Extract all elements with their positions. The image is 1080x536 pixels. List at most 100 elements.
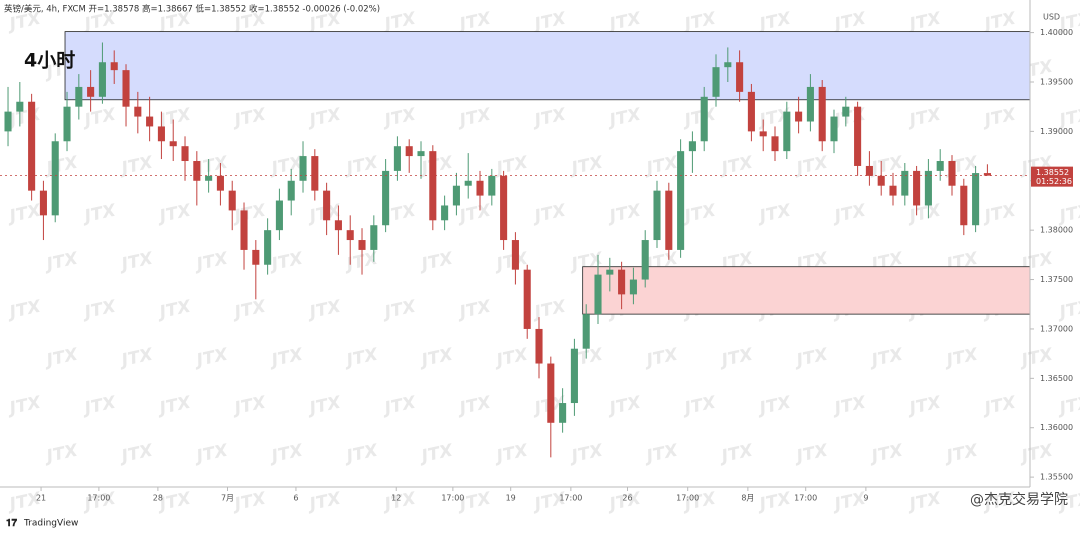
candle-body bbox=[75, 86, 83, 107]
candle-body bbox=[901, 170, 909, 196]
candle-body bbox=[216, 175, 224, 191]
x-tick-label: 19 bbox=[506, 494, 516, 503]
candle-body bbox=[523, 269, 531, 329]
candle-body bbox=[370, 225, 378, 250]
candle-body bbox=[157, 126, 165, 142]
candle-body bbox=[983, 173, 991, 176]
candle-body bbox=[854, 106, 862, 166]
candle-body bbox=[275, 200, 283, 231]
candle-body bbox=[960, 185, 968, 226]
last-price-box bbox=[1031, 166, 1073, 187]
candle-body bbox=[393, 146, 401, 171]
timeframe-label: 4小时 bbox=[24, 50, 75, 72]
y-tick-label: 1.38000 bbox=[1040, 226, 1073, 235]
candle-body bbox=[972, 173, 980, 226]
candle-body bbox=[146, 116, 154, 127]
candle-body bbox=[570, 348, 578, 404]
x-tick-label: 17:00 bbox=[676, 494, 699, 503]
candle-body bbox=[665, 190, 673, 250]
candle-body bbox=[889, 185, 897, 196]
candle-body bbox=[358, 240, 366, 250]
candle-body bbox=[16, 101, 24, 112]
candle-body bbox=[240, 210, 248, 250]
x-tick-label: 17:00 bbox=[441, 494, 464, 503]
currency-label: USD bbox=[1043, 13, 1060, 22]
candle-body bbox=[724, 62, 732, 68]
candle-body bbox=[134, 106, 142, 117]
candle-body bbox=[252, 249, 260, 265]
candle-body bbox=[936, 161, 944, 171]
candle-body bbox=[618, 269, 626, 295]
candle-body bbox=[653, 190, 661, 241]
candle-body bbox=[736, 62, 744, 92]
candle-body bbox=[594, 274, 602, 315]
x-tick-label: 26 bbox=[622, 494, 632, 503]
candle-body bbox=[606, 269, 614, 275]
y-tick-label: 1.37000 bbox=[1040, 324, 1073, 333]
y-tick-label: 1.37500 bbox=[1040, 275, 1073, 284]
x-tick-label: 28 bbox=[153, 494, 163, 503]
x-tick-label: 6 bbox=[293, 494, 298, 503]
x-tick-label: 9 bbox=[863, 494, 868, 503]
y-tick-label: 1.40000 bbox=[1040, 28, 1073, 37]
zones bbox=[64, 31, 1031, 315]
candle-body bbox=[488, 175, 496, 196]
x-tick-label: 17:00 bbox=[559, 494, 582, 503]
candle-body bbox=[830, 116, 838, 142]
candle-body bbox=[818, 86, 826, 142]
y-tick-label: 1.35500 bbox=[1040, 473, 1073, 482]
candle-body bbox=[500, 175, 508, 241]
x-tick-label: 12 bbox=[391, 494, 401, 503]
candle-body bbox=[429, 151, 437, 221]
candle-body bbox=[688, 141, 696, 152]
candle-body bbox=[677, 151, 685, 250]
candle-body bbox=[452, 185, 460, 206]
x-tick-label: 7月 bbox=[221, 494, 234, 503]
brand: 𝟏𝟕 TradingView bbox=[6, 518, 78, 529]
y-tick-label: 1.36500 bbox=[1040, 374, 1073, 383]
candle-body bbox=[877, 175, 885, 186]
candle-body bbox=[382, 170, 390, 226]
zone bbox=[582, 266, 1031, 315]
candle-body bbox=[311, 156, 319, 191]
candle-body bbox=[476, 180, 484, 196]
candle-body bbox=[4, 111, 12, 132]
candle-body bbox=[51, 141, 59, 216]
candle-body bbox=[842, 106, 850, 117]
candle-body bbox=[39, 190, 47, 216]
candle-body bbox=[28, 101, 36, 191]
candle-body bbox=[405, 146, 413, 157]
candle-body bbox=[924, 170, 932, 206]
candle-body bbox=[464, 180, 472, 186]
candle-body bbox=[559, 403, 567, 423]
countdown: 01:52:36 bbox=[1036, 177, 1072, 186]
candle-body bbox=[264, 230, 272, 265]
last-price-label: 1.38552 bbox=[1036, 168, 1069, 177]
candle-body bbox=[334, 220, 342, 231]
candle-body bbox=[865, 165, 873, 176]
candle-body bbox=[511, 240, 519, 270]
candle-body bbox=[806, 86, 814, 122]
symbol-header: 英镑/美元, 4h, FXCM 开=1.38578 高=1.38667 低=1.… bbox=[4, 4, 380, 15]
candle-body bbox=[287, 180, 295, 201]
candle-body bbox=[759, 131, 767, 137]
candle-body bbox=[795, 111, 803, 122]
candle-body bbox=[441, 205, 449, 221]
brand-name: TradingView bbox=[23, 519, 78, 529]
candle-body bbox=[87, 86, 95, 97]
x-tick-label: 17:00 bbox=[87, 494, 110, 503]
candle-body bbox=[169, 141, 177, 147]
candle-body bbox=[299, 156, 307, 181]
candle-body bbox=[205, 175, 213, 181]
candle-body bbox=[535, 328, 543, 364]
x-tick-label: 17:00 bbox=[794, 494, 817, 503]
y-tick-label: 1.36000 bbox=[1040, 423, 1073, 432]
candle-body bbox=[181, 146, 189, 162]
candle-body bbox=[417, 151, 425, 157]
x-tick-label: 21 bbox=[36, 494, 46, 503]
candle-body bbox=[193, 161, 201, 181]
candle-body bbox=[110, 62, 118, 71]
candle-body bbox=[582, 314, 590, 349]
candle-body bbox=[63, 106, 71, 142]
